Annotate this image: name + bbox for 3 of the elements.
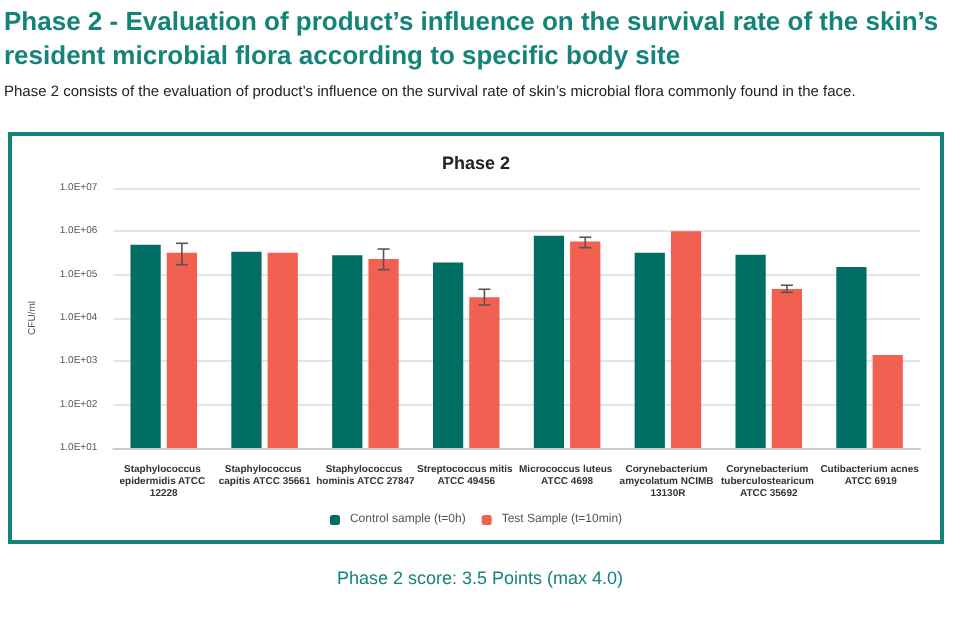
chart-title: Phase 2 bbox=[441, 153, 511, 173]
text: Phase 2 - Evaluation of product’s influence on the survival rate of the skin’s resident microbial flora according to specific body site bbox=[4, 4, 941, 72]
text: Phase 2 score: 3.5 Points (max 4.0) bbox=[334, 568, 626, 588]
